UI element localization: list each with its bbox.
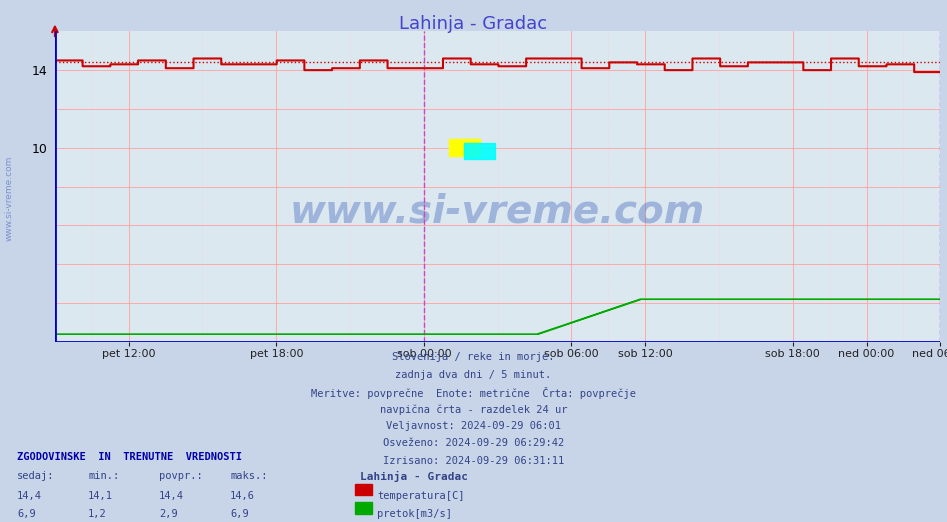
Text: min.:: min.: — [88, 471, 119, 481]
Text: Slovenija / reke in morje.: Slovenija / reke in morje. — [392, 352, 555, 362]
Text: sedaj:: sedaj: — [17, 471, 55, 481]
Text: Lahinja - Gradac: Lahinja - Gradac — [400, 15, 547, 32]
Text: Meritve: povprečne  Enote: metrične  Črta: povprečje: Meritve: povprečne Enote: metrične Črta:… — [311, 387, 636, 399]
Text: www.si-vreme.com: www.si-vreme.com — [5, 156, 14, 241]
Text: 14,4: 14,4 — [17, 491, 42, 501]
Text: Veljavnost: 2024-09-29 06:01: Veljavnost: 2024-09-29 06:01 — [386, 421, 561, 431]
Text: zadnja dva dni / 5 minut.: zadnja dva dni / 5 minut. — [396, 370, 551, 379]
Bar — [449, 139, 480, 156]
Text: 2,9: 2,9 — [159, 509, 178, 519]
Text: 14,4: 14,4 — [159, 491, 184, 501]
Text: 14,6: 14,6 — [230, 491, 255, 501]
Text: Osveženo: 2024-09-29 06:29:42: Osveženo: 2024-09-29 06:29:42 — [383, 438, 564, 448]
Text: www.si-vreme.com: www.si-vreme.com — [290, 193, 706, 230]
Text: temperatura[C]: temperatura[C] — [377, 491, 464, 501]
Text: 6,9: 6,9 — [17, 509, 36, 519]
Text: maks.:: maks.: — [230, 471, 268, 481]
Text: povpr.:: povpr.: — [159, 471, 203, 481]
Text: 14,1: 14,1 — [88, 491, 113, 501]
Text: pretok[m3/s]: pretok[m3/s] — [377, 509, 452, 519]
Text: Lahinja - Gradac: Lahinja - Gradac — [360, 471, 468, 482]
Text: Izrisano: 2024-09-29 06:31:11: Izrisano: 2024-09-29 06:31:11 — [383, 456, 564, 466]
Text: 6,9: 6,9 — [230, 509, 249, 519]
Bar — [464, 143, 495, 159]
Text: 1,2: 1,2 — [88, 509, 107, 519]
Text: navpična črta - razdelek 24 ur: navpična črta - razdelek 24 ur — [380, 404, 567, 414]
Text: ZGODOVINSKE  IN  TRENUTNE  VREDNOSTI: ZGODOVINSKE IN TRENUTNE VREDNOSTI — [17, 452, 242, 461]
